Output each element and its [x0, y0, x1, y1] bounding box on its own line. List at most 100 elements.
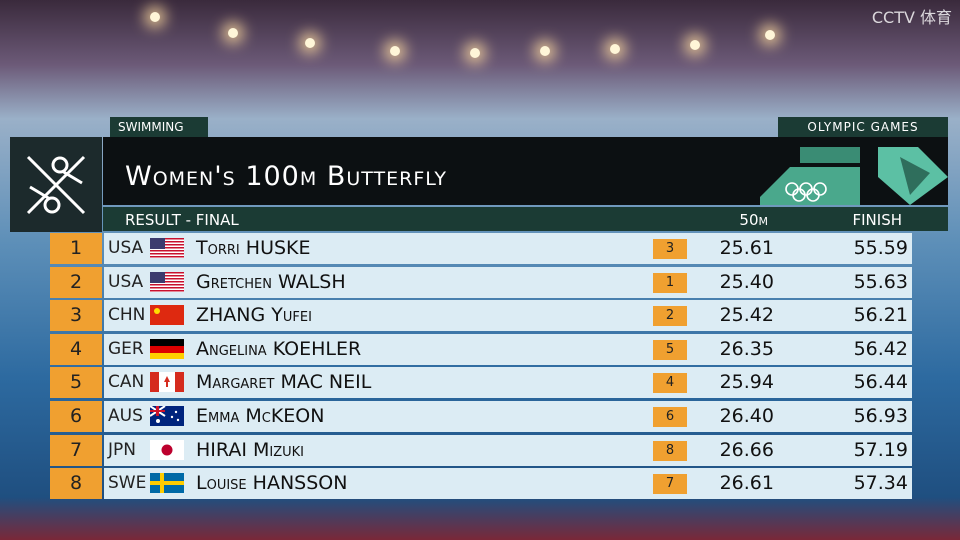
athlete-name: Angelina KOEHLER	[196, 337, 362, 360]
light	[470, 48, 480, 58]
finish-time: 56.93	[853, 405, 908, 427]
rank: 2	[50, 266, 102, 298]
phase: RESULT - FINAL	[125, 211, 239, 229]
split-rank: 1	[653, 272, 687, 293]
games-logo	[760, 147, 948, 205]
result-row: 2 USA Gretchen WALSH 1 25.40 55.63	[50, 266, 912, 298]
row-body: USA Gretchen WALSH 1 25.40 55.63	[104, 266, 912, 298]
country-code: CHN	[108, 305, 146, 326]
result-row: 1 USA Torri HUSKE 3 25.61 55.59	[50, 233, 912, 264]
games-tab: OLYMPIC GAMES	[778, 117, 948, 137]
result-row: 4 GER Angelina KOEHLER 5 26.35 56.42	[50, 333, 912, 365]
split-rank: 3	[653, 239, 687, 259]
sport-icon	[10, 137, 102, 232]
column-header: 50m	[739, 211, 768, 229]
split-time: 26.61	[719, 472, 774, 495]
split-rank: 8	[653, 440, 687, 461]
row-body: AUS Emma McKEON 6 26.40 56.93	[104, 401, 912, 432]
finish-time: 55.63	[853, 270, 908, 293]
country-code: AUS	[108, 406, 143, 426]
split-rank: 2	[653, 306, 687, 327]
split-rank: 7	[653, 474, 687, 495]
rank: 8	[50, 468, 102, 500]
flag	[150, 473, 184, 497]
flag-icon	[150, 372, 184, 393]
split-time: 26.40	[719, 405, 774, 427]
country-code: GER	[108, 338, 144, 359]
rank: 4	[50, 333, 102, 365]
title-bar: Women's 100m Butterfly	[103, 137, 763, 205]
light	[228, 28, 238, 38]
athlete-name: Torri HUSKE	[196, 237, 311, 259]
rank: 1	[50, 233, 102, 264]
country-code: JPN	[108, 439, 136, 460]
rank: 3	[50, 300, 102, 332]
finish-time: 56.44	[853, 371, 908, 394]
light	[540, 46, 550, 56]
split-time: 25.94	[719, 371, 774, 394]
flag-icon	[150, 305, 184, 326]
row-body: JPN HIRAI Mizuki 8 26.66 57.19	[104, 434, 912, 466]
flag-icon	[150, 473, 184, 494]
finish-time: 56.42	[853, 337, 908, 360]
athlete-name: Louise HANSSON	[196, 472, 348, 495]
finish-time: 55.59	[853, 237, 908, 259]
result-row: 6 AUS Emma McKEON 6 26.40 56.93	[50, 401, 912, 432]
country-code: USA	[108, 271, 144, 292]
logo-area	[760, 137, 948, 205]
country-code: SWE	[108, 473, 147, 494]
result-row: 7 JPN HIRAI Mizuki 8 26.66 57.19	[50, 434, 912, 466]
athlete-name: Gretchen WALSH	[196, 270, 346, 293]
country-code: CAN	[108, 372, 145, 393]
rank: 5	[50, 367, 102, 399]
row-body: CHN ZHANG Yufei 2 25.42 56.21	[104, 300, 912, 332]
sport-tab: SWIMMING	[110, 117, 208, 137]
split-time: 25.42	[719, 304, 774, 327]
rank: 6	[50, 401, 102, 432]
flag	[150, 305, 184, 329]
flag	[150, 338, 184, 363]
light	[765, 30, 775, 40]
watermark: CCTV 体育	[871, 8, 952, 27]
flag	[150, 238, 184, 262]
split-rank: 5	[653, 339, 687, 360]
split-time: 26.66	[719, 438, 774, 461]
athlete-name: Margaret MAC NEIL	[196, 371, 372, 394]
athlete-name: ZHANG Yufei	[196, 304, 312, 327]
light	[305, 38, 315, 48]
flag	[150, 439, 184, 464]
result-row: 5 CAN Margaret MAC NEIL 4 25.94 56.44	[50, 367, 912, 399]
finish-time: 57.34	[853, 472, 908, 495]
row-body: CAN Margaret MAC NEIL 4 25.94 56.44	[104, 367, 912, 399]
sport-pictogram	[26, 155, 86, 215]
light	[690, 40, 700, 50]
row-body: SWE Louise HANSSON 7 26.61 57.34	[104, 468, 912, 500]
result-row: 8 SWE Louise HANSSON 7 26.61 57.34	[50, 468, 912, 500]
light	[390, 46, 400, 56]
finish-time: 56.21	[853, 304, 908, 327]
flag-icon	[150, 439, 184, 460]
row-body: GER Angelina KOEHLER 5 26.35 56.42	[104, 333, 912, 365]
athlete-name: HIRAI Mizuki	[196, 438, 304, 461]
flag	[150, 271, 184, 296]
light	[610, 44, 620, 54]
flag-icon	[150, 338, 184, 359]
light	[150, 12, 160, 22]
rank: 7	[50, 434, 102, 466]
finish-time: 57.19	[853, 438, 908, 461]
result-bar: RESULT - FINAL 50m FINISH	[103, 207, 948, 231]
flag-icon	[150, 271, 184, 292]
result-row: 3 CHN ZHANG Yufei 2 25.42 56.21	[50, 300, 912, 332]
flag	[149, 405, 184, 430]
split-rank: 4	[653, 373, 687, 394]
row-body: USA Torri HUSKE 3 25.61 55.59	[104, 233, 912, 264]
column-header: FINISH	[852, 211, 903, 229]
split-time: 25.61	[719, 237, 774, 259]
flag-icon	[150, 238, 184, 258]
flag	[150, 372, 184, 396]
flag-icon	[149, 405, 184, 426]
split-time: 26.35	[719, 337, 774, 360]
athlete-name: Emma McKEON	[196, 405, 325, 427]
split-rank: 6	[653, 407, 687, 427]
